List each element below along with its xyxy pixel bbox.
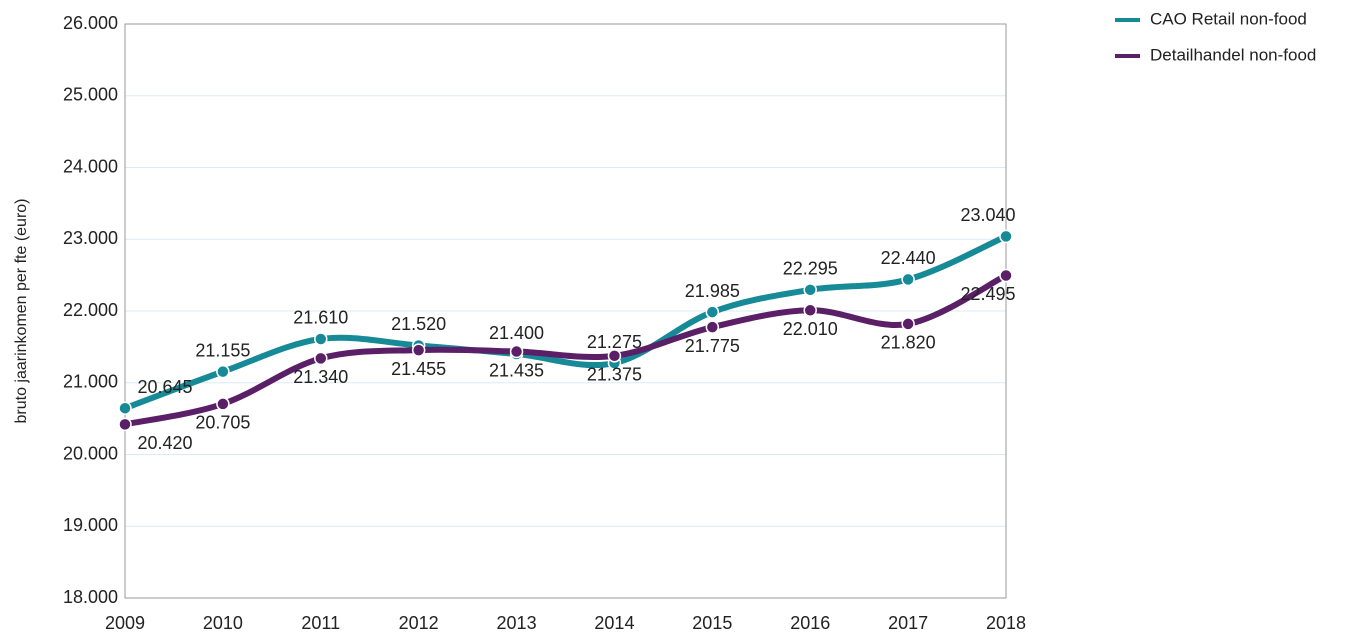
y-tick-label: 25.000 <box>63 85 118 105</box>
legend-label: CAO Retail non-food <box>1150 9 1307 28</box>
data-point <box>314 332 328 346</box>
x-tick-label: 2014 <box>594 613 634 633</box>
data-label: 21.820 <box>881 333 936 353</box>
data-point <box>901 272 915 287</box>
y-axis-title: bruto jaarinkomen per fte (euro) <box>13 199 30 424</box>
data-label: 21.985 <box>685 281 740 301</box>
data-label: 21.155 <box>195 340 250 360</box>
data-point <box>705 305 720 319</box>
y-tick-label: 22.000 <box>63 300 118 320</box>
data-point <box>216 364 230 379</box>
x-tick-label: 2010 <box>203 613 243 633</box>
y-tick-label: 19.000 <box>63 515 118 535</box>
plot-frame <box>124 23 1007 599</box>
x-tick-label: 2012 <box>399 613 439 633</box>
data-label: 21.455 <box>391 359 446 379</box>
y-tick-label: 21.000 <box>63 372 118 392</box>
data-label: 23.040 <box>960 205 1015 225</box>
data-point <box>118 417 132 432</box>
data-label: 21.375 <box>587 365 642 385</box>
data-label: 21.610 <box>293 308 348 328</box>
x-tick-label: 2018 <box>986 613 1026 633</box>
data-label: 21.400 <box>489 323 544 343</box>
data-label: 22.295 <box>783 259 838 279</box>
y-tick-label: 20.000 <box>63 443 118 463</box>
series-line <box>122 272 1009 428</box>
data-label: 20.420 <box>137 433 192 453</box>
data-point <box>901 317 915 331</box>
data-label: 21.340 <box>293 367 348 387</box>
data-label: 21.435 <box>489 360 544 380</box>
x-tick-label: 2017 <box>888 613 928 633</box>
data-point <box>216 397 230 411</box>
data-label: 22.440 <box>881 248 936 268</box>
data-label: 20.705 <box>195 413 250 433</box>
data-label: 21.775 <box>685 336 740 356</box>
x-tick-label: 2009 <box>105 613 145 633</box>
data-point <box>314 351 328 366</box>
data-point <box>411 343 426 357</box>
y-tick-label: 23.000 <box>63 228 118 248</box>
data-point <box>999 268 1013 283</box>
data-point <box>803 283 817 297</box>
data-label: 22.495 <box>960 284 1015 304</box>
data-point <box>705 320 720 334</box>
y-tick-label: 18.000 <box>63 587 118 607</box>
x-tick-label: 2011 <box>301 613 340 633</box>
data-label: 22.010 <box>783 319 838 339</box>
legend-label: Detailhandel non-food <box>1150 45 1316 64</box>
x-tick-label: 2013 <box>497 613 537 633</box>
y-tick-label: 26.000 <box>63 13 118 33</box>
data-point <box>509 344 524 359</box>
data-label: 20.645 <box>137 377 192 397</box>
data-label: 21.520 <box>391 314 446 334</box>
x-tick-label: 2015 <box>692 613 732 633</box>
data-label: 21.275 <box>587 332 642 352</box>
data-point <box>118 401 132 415</box>
series-line <box>122 233 1009 412</box>
data-point <box>999 229 1013 244</box>
data-point <box>803 303 817 318</box>
data-point <box>607 349 622 363</box>
y-tick-label: 24.000 <box>63 156 118 176</box>
x-tick-label: 2016 <box>790 613 830 633</box>
